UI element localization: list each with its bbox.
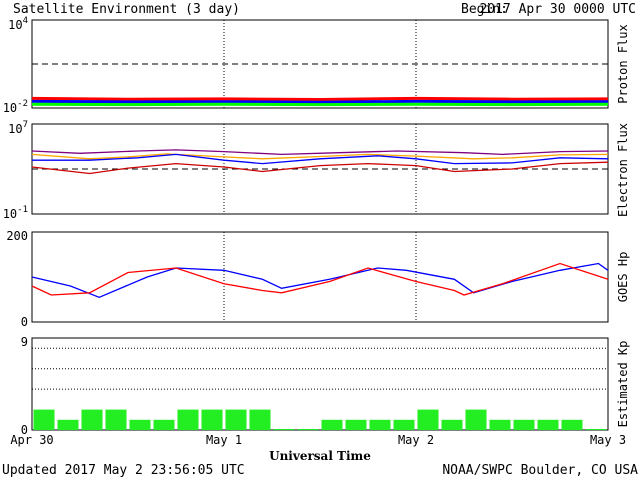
kp-bar [322,420,343,430]
kp-bar [490,420,511,430]
x-tick-label: May 2 [398,433,434,447]
x-tick-label: May 1 [206,433,242,447]
proton-flux-axis-label: Proton Flux [616,24,630,103]
kp-bar [58,420,79,430]
proton-flux-series [32,98,608,104]
kp-bar [394,420,415,430]
kp-bar [586,429,607,430]
kp-bar [130,420,151,430]
x-tick-label: May 3 [590,433,626,447]
kp-bar [250,410,271,430]
updated-timestamp: Updated 2017 May 2 23:56:05 UTC [2,463,245,478]
kp-bar [274,429,295,430]
begin-value: 2017 Apr 30 0000 UTC [479,2,636,17]
kp-bar [370,420,391,430]
goes-hp-ymin-label: 0 [21,315,28,329]
estimated-kp-axis-label: Estimated Kp [616,341,630,428]
kp-bar [34,410,55,430]
kp-bar [178,410,199,430]
kp-bar [442,420,463,430]
kp-bar [298,429,319,430]
kp-bar [466,410,487,430]
goes-hp-ymax-label: 200 [6,229,28,243]
kp-bar [154,420,175,430]
x-axis-label: Universal Time [269,449,371,463]
goes-hp-axis-label: GOES Hp [616,252,630,303]
proton-flux-series-line-1 [32,98,608,99]
electron-flux-axis-label: Electron Flux [616,123,630,217]
credit-text: NOAA/SWPC Boulder, CO USA [442,463,638,478]
estimated-kp-ymax-label: 9 [21,335,28,349]
chart-title: Satellite Environment (3 day) [13,2,240,17]
kp-bar [562,420,583,430]
kp-bar [82,410,103,430]
kp-bar [106,410,127,430]
kp-bar [202,410,223,430]
kp-bar [538,420,559,430]
kp-bar [226,410,247,430]
kp-bar [418,410,439,430]
x-tick-label: Apr 30 [10,433,53,447]
kp-bar [346,420,367,430]
proton-flux-series-line-2 [32,101,608,102]
kp-bar [514,420,535,430]
